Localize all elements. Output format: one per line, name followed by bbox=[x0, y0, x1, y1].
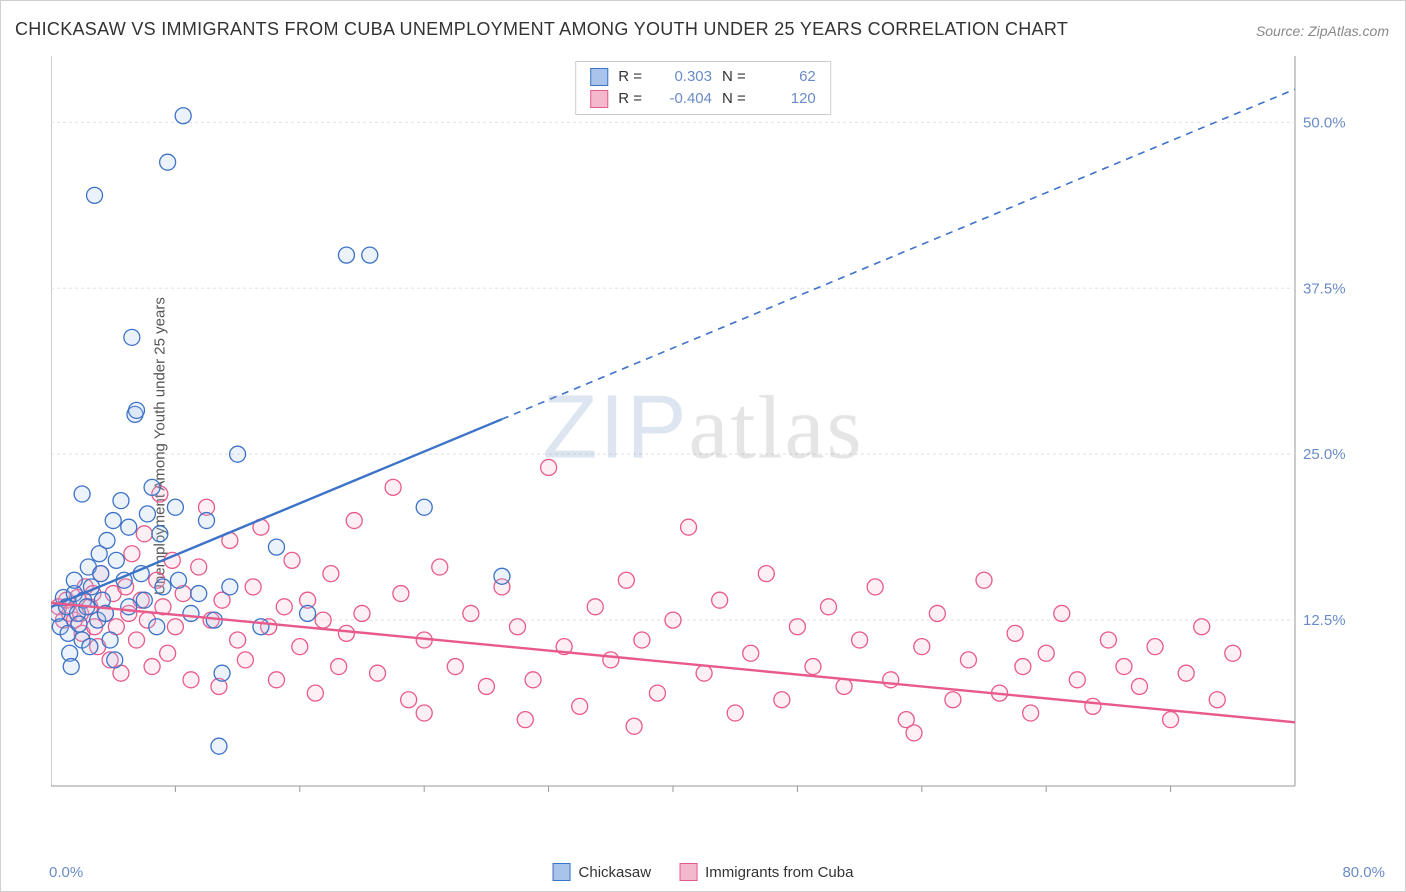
svg-text:37.5%: 37.5% bbox=[1303, 280, 1346, 297]
legend-n-label-1: N = bbox=[722, 88, 746, 110]
legend-series-label-0: Chickasaw bbox=[579, 864, 652, 881]
legend-stats-row-0: R = 0.303 N = 62 bbox=[590, 66, 816, 88]
legend-r-value-0: 0.303 bbox=[652, 66, 712, 88]
legend-series-label-1: Immigrants from Cuba bbox=[705, 864, 853, 881]
legend-r-label-1: R = bbox=[618, 88, 642, 110]
x-origin-label: 0.0% bbox=[49, 864, 83, 881]
svg-text:50.0%: 50.0% bbox=[1303, 114, 1346, 131]
legend-stats-row-1: R = -0.404 N = 120 bbox=[590, 88, 816, 110]
legend-r-value-1: -0.404 bbox=[652, 88, 712, 110]
chart-container: CHICKASAW VS IMMIGRANTS FROM CUBA UNEMPL… bbox=[0, 0, 1406, 892]
svg-text:12.5%: 12.5% bbox=[1303, 612, 1346, 629]
legend-stats: R = 0.303 N = 62 R = -0.404 N = 120 bbox=[575, 61, 831, 115]
legend-n-label-0: N = bbox=[722, 66, 746, 88]
legend-item-1: Immigrants from Cuba bbox=[679, 863, 853, 881]
legend-bottom-swatch-1 bbox=[679, 863, 697, 881]
svg-text:25.0%: 25.0% bbox=[1303, 446, 1346, 463]
legend-r-label-0: R = bbox=[618, 66, 642, 88]
legend-swatch-1 bbox=[590, 90, 608, 108]
legend-item-0: Chickasaw bbox=[553, 863, 652, 881]
legend-series: Chickasaw Immigrants from Cuba bbox=[553, 863, 854, 881]
scatter-plot: 12.5% 25.0% 37.5% 50.0% bbox=[51, 56, 1351, 826]
source-attribution: Source: ZipAtlas.com bbox=[1256, 23, 1389, 39]
legend-bottom-swatch-0 bbox=[553, 863, 571, 881]
legend-n-value-1: 120 bbox=[756, 88, 816, 110]
chart-title: CHICKASAW VS IMMIGRANTS FROM CUBA UNEMPL… bbox=[15, 19, 1068, 40]
x-end-label: 80.0% bbox=[1342, 864, 1385, 881]
legend-swatch-0 bbox=[590, 68, 608, 86]
legend-n-value-0: 62 bbox=[756, 66, 816, 88]
